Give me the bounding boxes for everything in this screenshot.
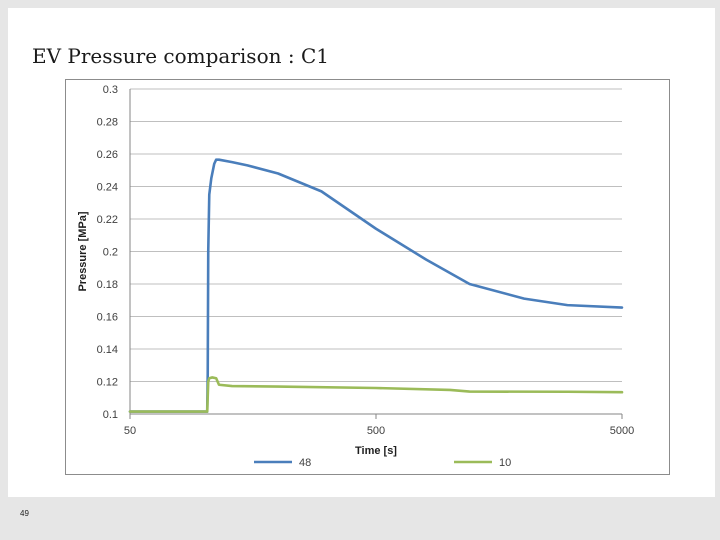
y-tick-label: 0.16 [97,312,118,324]
x-tick-label: 5000 [610,425,634,437]
legend-label-48: 48 [299,457,311,469]
x-tick-label: 500 [367,425,385,437]
y-tick-label: 0.3 [103,84,118,96]
legend-layer: 48 10 [254,457,511,469]
series-layer [128,158,624,413]
x-tick-label: 50 [124,425,136,437]
x-axis-title: Time [s] [355,445,397,457]
y-tick-label: 0.22 [97,214,118,226]
slide-title: EV Pressure comparison : C1 [32,44,329,68]
legend-label-10: 10 [499,457,511,469]
y-tick-label: 0.12 [97,377,118,389]
y-tick-label: 0.2 [103,247,118,259]
y-tick-label: 0.1 [103,409,118,421]
y-axis-title: Pressure [MPa] [77,211,89,291]
page-number: 49 [20,509,29,518]
pressure-chart: 0.1 0.12 0.14 0.16 0.18 0.2 0.22 0.24 0.26 0.28 0.… [77,84,634,469]
y-tick-label: 0.18 [97,279,118,291]
y-tick-label: 0.28 [97,117,118,129]
label-layer: 0.1 0.12 0.14 0.16 0.18 0.2 0.22 0.24 0.26 0.28 0.… [77,84,634,457]
y-tick-label: 0.26 [97,149,118,161]
y-tick-label: 0.14 [97,344,118,356]
y-tick-label: 0.24 [97,182,118,194]
series-line-48 [128,158,624,413]
chart-frame: 0.1 0.12 0.14 0.16 0.18 0.2 0.22 0.24 0.26 0.28 0.… [65,79,670,475]
slide: EV Pressure comparison : C1 0.1 0.12 0.14 0… [8,8,715,497]
axis-layer [129,89,623,419]
grid-layer [130,88,622,415]
series-line-10 [128,376,624,413]
